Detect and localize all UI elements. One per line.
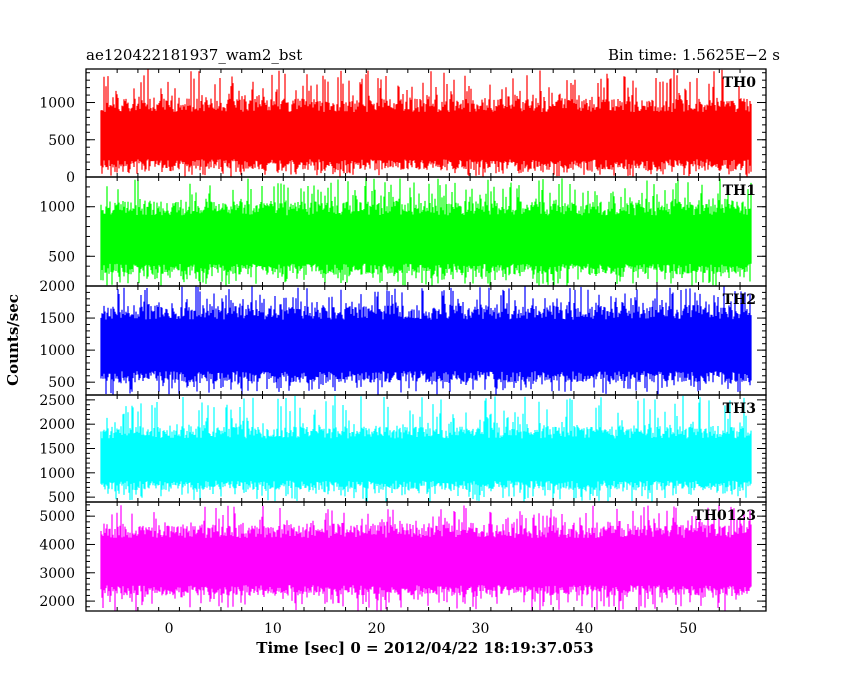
series-core-th0 bbox=[101, 116, 752, 157]
y-tick-label: 1500 bbox=[39, 311, 75, 327]
series-core-th2 bbox=[101, 324, 752, 369]
panel-label-th1: TH1 bbox=[723, 183, 756, 199]
panel-th3: 500 1000 1500 2000 2500 TH3 bbox=[39, 393, 767, 506]
panel-th2: 500 1000 1500 2000 TH2 bbox=[39, 279, 767, 396]
y-tick-label: 500 bbox=[48, 133, 75, 149]
panel-label-th0: TH0 bbox=[723, 75, 757, 91]
y-tick-label: 500 bbox=[48, 249, 75, 265]
panel-label-th2: TH2 bbox=[723, 292, 756, 308]
panel-th1: 500 1000 TH1 bbox=[39, 176, 767, 287]
y-tick-label: 1000 bbox=[39, 200, 75, 216]
series-core-th3 bbox=[101, 442, 752, 479]
x-tick-label: 10 bbox=[264, 621, 282, 637]
y-tick-label: 5000 bbox=[39, 509, 75, 525]
panel-label-th3: TH3 bbox=[723, 401, 756, 417]
y-tick-label: 1000 bbox=[39, 466, 75, 482]
y-tick-label: 1500 bbox=[39, 442, 75, 458]
x-tick-label: 50 bbox=[679, 621, 697, 637]
x-tick-labels: 0 10 20 30 40 50 bbox=[165, 621, 697, 637]
y-tick-label: 2000 bbox=[39, 594, 75, 610]
y-tick-label: 2000 bbox=[39, 417, 75, 433]
panel-label-th0123: TH0123 bbox=[693, 508, 756, 524]
series-core-th0123 bbox=[101, 542, 752, 583]
y-tick-label: 1000 bbox=[39, 96, 75, 112]
x-tick-label: 0 bbox=[165, 621, 174, 637]
y-tick-label: 2000 bbox=[39, 279, 75, 295]
y-tick-label: 500 bbox=[48, 490, 75, 506]
x-tick-label: 20 bbox=[368, 621, 386, 637]
y-tick-label: 0 bbox=[66, 170, 75, 186]
panel-th0: 0 500 1000 TH0 bbox=[39, 68, 767, 186]
header-right-title: Bin time: 1.5625E−2 s bbox=[608, 46, 780, 64]
panels: 05001000TH05001000TH1500100015002000TH25… bbox=[39, 68, 767, 612]
series-core-th1 bbox=[101, 219, 752, 262]
x-tick-label: 30 bbox=[472, 621, 490, 637]
y-tick-label: 1000 bbox=[39, 343, 75, 359]
x-tick-label: 40 bbox=[575, 621, 593, 637]
y-tick-label: 2500 bbox=[39, 393, 75, 409]
y-tick-label: 500 bbox=[48, 375, 75, 391]
y-tick-label: 4000 bbox=[39, 537, 75, 553]
x-axis-label: Time [sec] 0 = 2012/04/22 18:19:37.053 bbox=[256, 639, 593, 657]
y-axis-label: Counts/sec bbox=[4, 294, 22, 386]
header-left-title: ae120422181937_wam2_bst bbox=[86, 46, 302, 64]
y-tick-label: 3000 bbox=[39, 566, 75, 582]
panel-th0123: 2000 3000 4000 5000 TH0123 bbox=[39, 501, 767, 612]
panel-frame bbox=[85, 501, 767, 612]
